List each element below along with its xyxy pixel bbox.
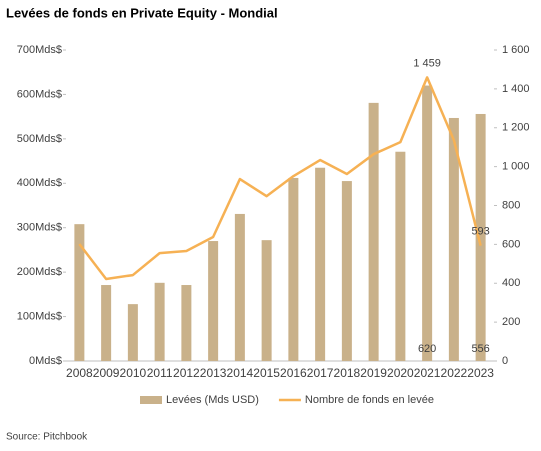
x-tick-label: 2018 — [334, 366, 361, 380]
y-tick-label: 300Mds$ — [17, 222, 62, 234]
y-tick-label: 200Mds$ — [17, 266, 62, 278]
bar — [101, 285, 112, 361]
bar — [341, 181, 352, 361]
source: Source: Pitchbook — [6, 432, 88, 443]
bar — [422, 85, 433, 362]
x-tick-label: 2020 — [387, 366, 414, 380]
x-tick-label: 2019 — [360, 366, 387, 380]
x-tick-label: 2009 — [93, 366, 120, 380]
data-label: 620 — [418, 343, 436, 355]
x-tick-label: 2010 — [120, 366, 147, 380]
legend-label: Nombre de fonds en levée — [305, 394, 434, 406]
x-tick-label: 2013 — [200, 366, 227, 380]
y-tick-label: 400Mds$ — [17, 177, 62, 189]
y2-tick-label: 0 — [502, 355, 508, 367]
bar — [154, 282, 165, 361]
bar — [288, 177, 299, 361]
y2-tick-label: 400 — [502, 277, 520, 289]
chart-title: Levées de fonds en Private Equity - Mond… — [6, 5, 278, 20]
legend-swatch — [140, 396, 162, 404]
x-tick-label: 2015 — [253, 366, 280, 380]
legend-label: Levées (Mds USD) — [166, 394, 259, 406]
x-tick-label: 2021 — [414, 366, 441, 380]
y-tick-label: 500Mds$ — [17, 133, 62, 145]
data-label: 1 459 — [413, 57, 441, 69]
x-tick-label: 2014 — [227, 366, 254, 380]
data-label: 556 — [471, 343, 489, 355]
y2-tick-label: 800 — [502, 199, 520, 211]
y2-tick-label: 1 000 — [502, 161, 530, 173]
x-tick-label: 2008 — [66, 366, 93, 380]
x-tick-label: 2012 — [173, 366, 200, 380]
bar — [315, 167, 326, 361]
y2-tick-label: 600 — [502, 238, 520, 250]
bar — [208, 241, 219, 361]
x-tick-label: 2017 — [307, 366, 334, 380]
y-tick-label: 700Mds$ — [17, 44, 62, 56]
bar — [181, 285, 192, 361]
bar — [475, 113, 486, 361]
bar — [261, 240, 272, 361]
bar — [368, 102, 379, 362]
y-tick-label: 600Mds$ — [17, 88, 62, 100]
y2-tick-label: 1 600 — [502, 44, 530, 56]
data-label: 593 — [471, 226, 489, 238]
y-tick-label: 0Mds$ — [29, 355, 62, 367]
y2-tick-label: 1 200 — [502, 122, 530, 134]
bar — [127, 304, 138, 361]
bar — [74, 224, 85, 361]
x-tick-label: 2016 — [280, 366, 307, 380]
bar — [234, 213, 245, 361]
x-tick-label: 2022 — [441, 366, 468, 380]
bar — [448, 117, 459, 362]
y-tick-label: 100Mds$ — [17, 310, 62, 322]
y2-tick-label: 200 — [502, 316, 520, 328]
x-tick-label: 2023 — [467, 366, 494, 380]
bar — [395, 151, 406, 361]
y2-tick-label: 1 400 — [502, 83, 530, 95]
x-tick-label: 2011 — [147, 366, 173, 380]
line — [78, 76, 482, 281]
